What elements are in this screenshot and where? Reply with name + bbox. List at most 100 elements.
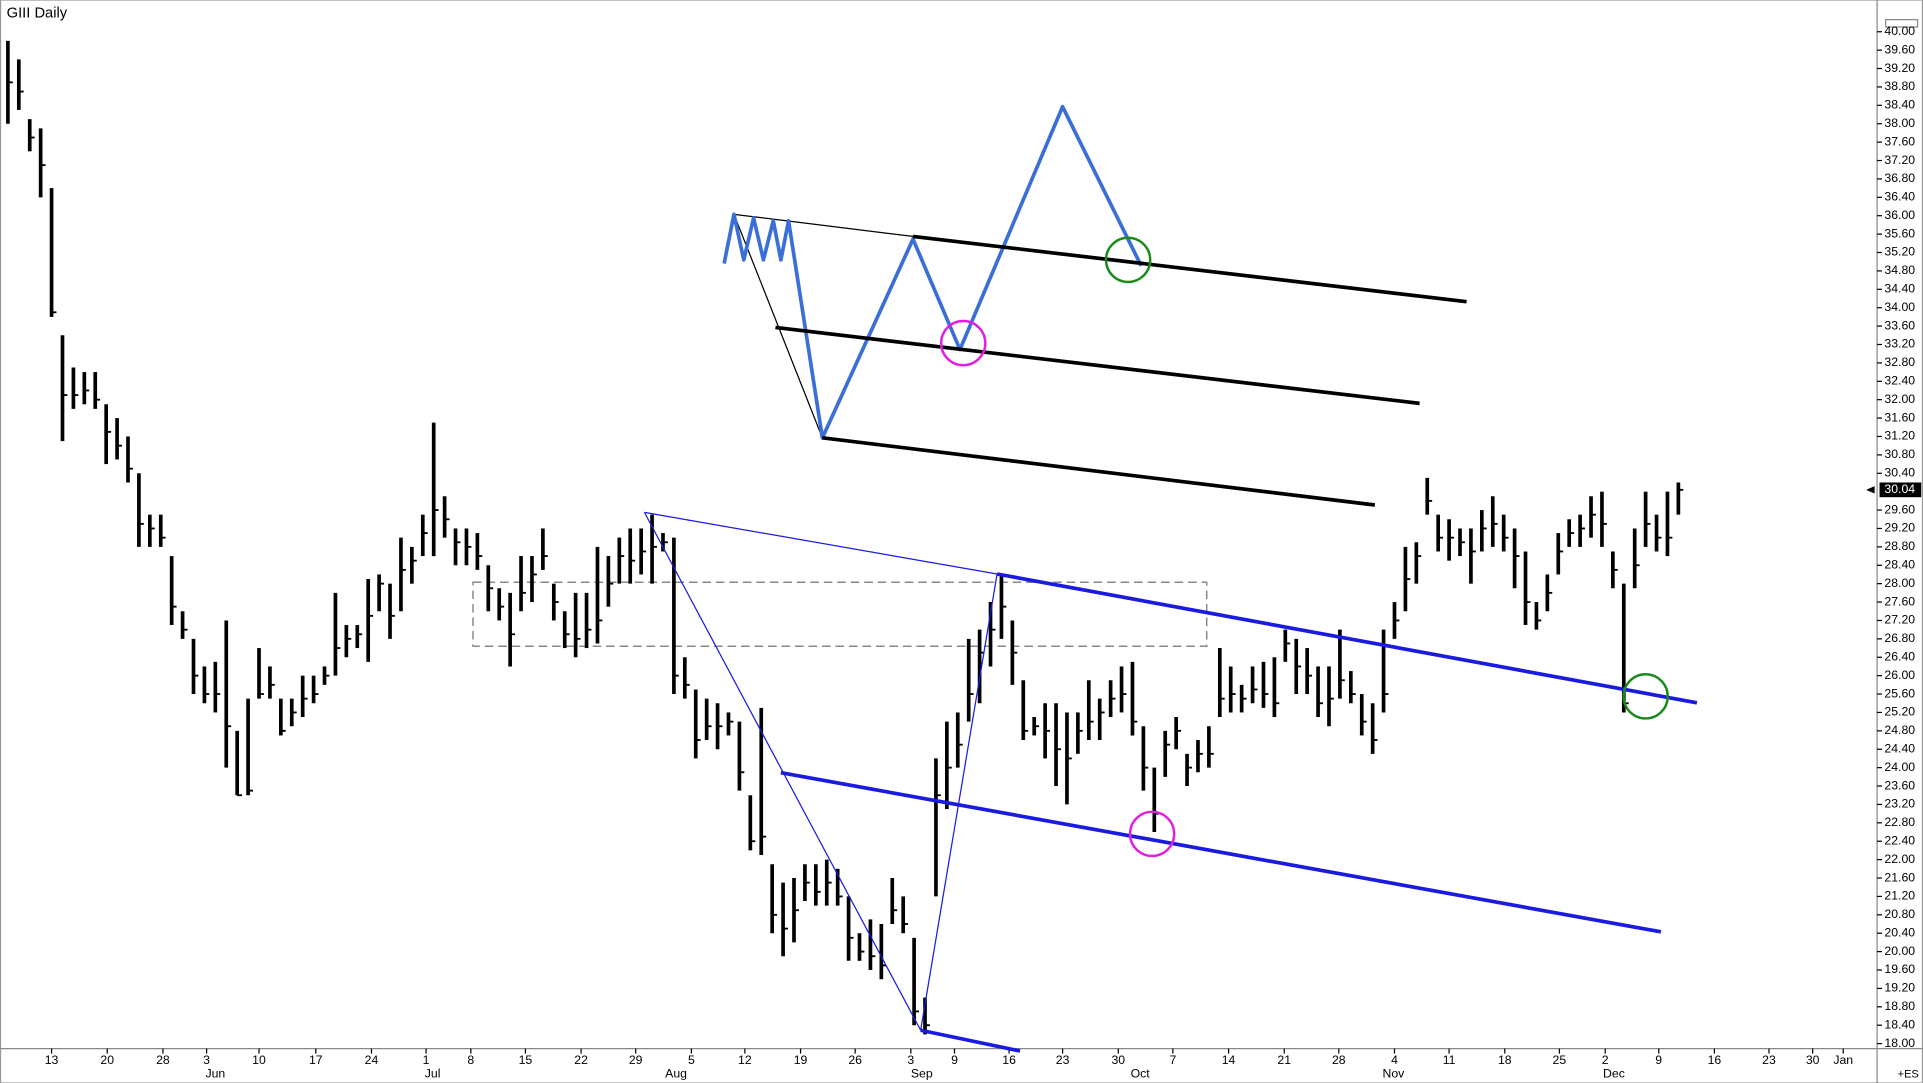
- x-tick-label: 19: [794, 1053, 808, 1067]
- y-tick-label: 18.00: [1884, 1036, 1915, 1050]
- trend-line: [822, 436, 1376, 507]
- x-tick-label: 14: [1222, 1053, 1236, 1067]
- x-tick-label: 21: [1277, 1053, 1291, 1067]
- y-tick-label: 25.60: [1884, 686, 1915, 700]
- y-tick-label: 28.00: [1884, 576, 1915, 590]
- guide-line: [733, 213, 914, 238]
- trend-line: [920, 1028, 1021, 1053]
- x-tick-label: 7: [1169, 1053, 1176, 1067]
- panel-button[interactable]: [1885, 19, 1919, 28]
- y-tick-label: 24.80: [1884, 723, 1915, 737]
- y-tick-label: 29.20: [1884, 521, 1915, 535]
- x-tick-label: 3: [907, 1053, 914, 1067]
- y-tick-label: 26.40: [1884, 649, 1915, 663]
- y-tick-label: 31.60: [1884, 410, 1915, 424]
- marker-circle: [1128, 810, 1176, 858]
- x-tick-label: 16: [1708, 1053, 1722, 1067]
- x-tick-label: 15: [519, 1053, 533, 1067]
- last-price-box: [1879, 482, 1922, 498]
- x-tick-label: 30: [1111, 1053, 1125, 1067]
- x-tick-label: 10: [252, 1053, 266, 1067]
- y-tick-label: 31.20: [1884, 429, 1915, 443]
- month-label: Aug: [665, 1067, 687, 1081]
- y-tick-label: 37.20: [1884, 153, 1915, 167]
- y-tick-label: 19.60: [1884, 962, 1915, 976]
- x-tick-label: 23: [1056, 1053, 1070, 1067]
- y-tick-label: 18.40: [1884, 1017, 1915, 1031]
- guide-line: [920, 573, 998, 1031]
- y-tick-label: 20.80: [1884, 907, 1915, 921]
- y-tick-label: 32.40: [1884, 374, 1915, 388]
- y-tick-label: 26.00: [1884, 668, 1915, 682]
- month-label: Dec: [1603, 1067, 1625, 1081]
- y-tick-label: 36.00: [1884, 208, 1915, 222]
- x-tick-label: 26: [848, 1053, 862, 1067]
- y-tick-label: 38.80: [1884, 79, 1915, 93]
- y-tick-label: 24.40: [1884, 741, 1915, 755]
- y-tick-label: 30.40: [1884, 466, 1915, 480]
- y-tick-label: 20.00: [1884, 944, 1915, 958]
- y-tick-label: 39.60: [1884, 42, 1915, 56]
- trend-line: [996, 572, 1698, 705]
- x-tick-label: 30: [1806, 1053, 1820, 1067]
- y-tick-label: 32.00: [1884, 392, 1915, 406]
- x-tick-label: 9: [951, 1053, 958, 1067]
- y-tick-label: 21.20: [1884, 889, 1915, 903]
- last-price-arrow: [1866, 486, 1875, 494]
- last-price-label: 30.04: [1884, 482, 1915, 496]
- y-tick-label: 36.40: [1884, 190, 1915, 204]
- x-tick-label: 13: [45, 1053, 59, 1067]
- y-tick-label: 34.40: [1884, 282, 1915, 296]
- y-tick-label: 29.60: [1884, 502, 1915, 516]
- y-tick-label: 38.00: [1884, 116, 1915, 130]
- y-tick-label: 22.80: [1884, 815, 1915, 829]
- x-tick-label: Jan: [1833, 1053, 1853, 1067]
- month-label: Jul: [425, 1067, 441, 1081]
- y-tick-label: 28.40: [1884, 557, 1915, 571]
- x-tick-label: 1: [423, 1053, 430, 1067]
- x-tick-label: 28: [1332, 1053, 1346, 1067]
- month-label: Jun: [205, 1067, 225, 1081]
- y-tick-label: 34.00: [1884, 300, 1915, 314]
- y-tick-label: 39.20: [1884, 61, 1915, 75]
- y-tick-label: 30.80: [1884, 447, 1915, 461]
- marker-circle: [939, 319, 987, 367]
- footer-label: +ES: [1898, 1068, 1919, 1080]
- y-tick-label: 38.40: [1884, 98, 1915, 112]
- y-tick-label: 23.60: [1884, 778, 1915, 792]
- y-tick-label: 27.60: [1884, 594, 1915, 608]
- y-tick-label: 37.60: [1884, 134, 1915, 148]
- x-tick-label: 18: [1498, 1053, 1512, 1067]
- y-tick-label: 40.00: [1884, 24, 1915, 38]
- x-tick-label: 4: [1391, 1053, 1398, 1067]
- x-tick-label: 9: [1655, 1053, 1662, 1067]
- x-tick-label: 11: [1443, 1053, 1456, 1067]
- x-tick-label: 22: [574, 1053, 588, 1067]
- x-tick-label: 3: [203, 1053, 210, 1067]
- y-tick-label: 32.80: [1884, 355, 1915, 369]
- x-tick-label: 8: [467, 1053, 474, 1067]
- marker-circle: [1104, 236, 1152, 284]
- trend-line: [780, 770, 1662, 934]
- y-tick-label: 25.20: [1884, 705, 1915, 719]
- x-tick-label: 28: [156, 1053, 170, 1067]
- y-tick-label: 18.80: [1884, 999, 1915, 1013]
- y-tick-label: 20.40: [1884, 925, 1915, 939]
- trend-line: [912, 234, 1467, 304]
- trend-line: [775, 325, 1420, 406]
- range-box: [472, 581, 1208, 647]
- x-tick-label: 29: [629, 1053, 643, 1067]
- y-tick-label: 34.80: [1884, 263, 1915, 277]
- y-tick-label: 33.20: [1884, 337, 1915, 351]
- x-tick-label: 5: [688, 1053, 695, 1067]
- x-tick-label: 25: [1553, 1053, 1567, 1067]
- y-tick-label: 26.80: [1884, 631, 1915, 645]
- y-tick-label: 22.40: [1884, 833, 1915, 847]
- y-tick-label: 23.20: [1884, 797, 1915, 811]
- x-tick-label: 17: [309, 1053, 323, 1067]
- x-tick-label: 20: [100, 1053, 114, 1067]
- chart-title: GIII Daily: [7, 5, 68, 21]
- y-tick-label: 24.00: [1884, 760, 1915, 774]
- y-tick-label: 28.80: [1884, 539, 1915, 553]
